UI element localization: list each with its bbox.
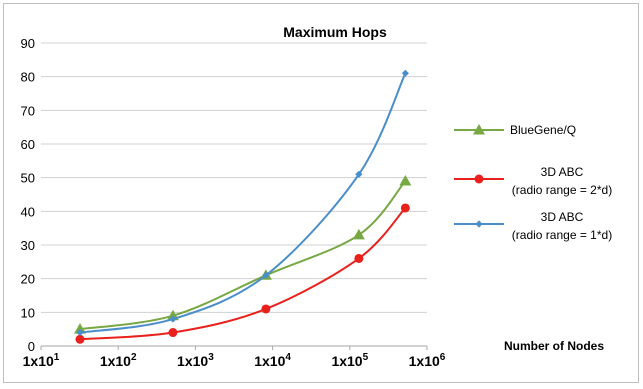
data-point — [399, 175, 412, 186]
x-axis-label: Number of Nodes — [504, 339, 604, 353]
y-tick-label: 50 — [21, 171, 35, 186]
legend: BlueGene/Q3D ABC(radio range = 2*d)3D AB… — [454, 123, 612, 242]
data-point — [401, 69, 409, 77]
legend-marker — [473, 124, 485, 135]
series-line — [79, 207, 407, 341]
legend-label-sub: (radio range = 1*d) — [512, 228, 612, 242]
y-tick-label: 30 — [21, 238, 35, 253]
data-point — [73, 323, 86, 334]
chart-frame: Maximum Hops 0 10 20 30 40 50 60 70 80 90 1x101 1x… — [3, 3, 639, 383]
data-point — [76, 328, 84, 337]
x-tick-label: 1x102 — [100, 352, 137, 369]
x-tick-label: 1x105 — [331, 352, 368, 369]
data-point — [169, 315, 177, 323]
legend-marker — [475, 220, 483, 228]
data-point — [168, 328, 178, 338]
legend-label: 3D ABC — [541, 165, 584, 179]
x-axis-ticks: 1x101 1x102 1x103 1x104 1x105 1x106 — [23, 346, 446, 369]
series-2 — [76, 69, 409, 337]
y-tick-label: 10 — [21, 305, 35, 320]
y-tick-label: 60 — [21, 137, 35, 152]
chart-title: Maximum Hops — [283, 24, 387, 40]
data-point — [354, 253, 364, 263]
y-tick-label: 90 — [21, 36, 35, 51]
gridlines — [41, 42, 427, 313]
legend-label-sub: (radio range = 2*d) — [512, 183, 612, 197]
data-point — [262, 271, 270, 279]
data-point — [355, 170, 363, 178]
legend-item-0: BlueGene/Q — [454, 123, 576, 137]
y-tick-label: 80 — [21, 70, 35, 85]
y-tick-label: 0 — [28, 339, 35, 354]
series-1 — [75, 203, 410, 344]
series-0 — [73, 175, 412, 334]
x-tick-label: 1x103 — [177, 352, 214, 369]
data-point — [261, 304, 271, 314]
x-tick-label: 1x106 — [409, 352, 446, 369]
legend-marker — [474, 174, 484, 184]
legend-item-2: 3D ABC (radio range = 1*d) — [454, 210, 612, 242]
legend-item-1: 3D ABC (radio range = 2*d) — [454, 165, 612, 197]
series-group — [73, 69, 412, 344]
data-point — [75, 334, 85, 344]
legend-label: BlueGene/Q — [510, 123, 576, 137]
y-tick-label: 70 — [21, 103, 35, 118]
x-tick-label: 1x101 — [23, 352, 60, 369]
series-line — [79, 72, 407, 334]
y-tick-label: 40 — [21, 204, 35, 219]
legend-label: 3D ABC — [541, 210, 584, 224]
x-tick-label: 1x104 — [254, 352, 291, 369]
data-point — [352, 228, 365, 240]
data-point — [400, 203, 410, 213]
y-tick-label: 20 — [21, 272, 35, 287]
y-axis-ticks: 0 10 20 30 40 50 60 70 80 90 — [21, 36, 35, 354]
